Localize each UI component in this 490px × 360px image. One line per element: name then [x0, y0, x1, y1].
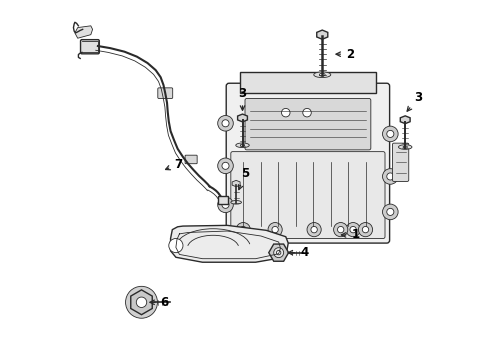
Polygon shape [232, 180, 240, 187]
Circle shape [338, 226, 344, 233]
Circle shape [383, 168, 398, 184]
Circle shape [222, 162, 229, 169]
Circle shape [218, 116, 233, 131]
Circle shape [222, 201, 229, 208]
Ellipse shape [236, 143, 249, 148]
FancyBboxPatch shape [158, 88, 172, 99]
Text: 3: 3 [407, 91, 422, 111]
FancyBboxPatch shape [80, 40, 99, 54]
FancyBboxPatch shape [219, 196, 228, 204]
Circle shape [383, 126, 398, 142]
Circle shape [334, 222, 348, 237]
FancyBboxPatch shape [185, 155, 197, 164]
Polygon shape [238, 114, 247, 122]
Circle shape [169, 238, 183, 253]
Polygon shape [269, 244, 289, 261]
Circle shape [268, 222, 282, 237]
Ellipse shape [241, 144, 245, 146]
Circle shape [125, 286, 157, 318]
Circle shape [136, 297, 147, 307]
Circle shape [282, 108, 290, 117]
Circle shape [350, 226, 356, 233]
Circle shape [307, 222, 321, 237]
Circle shape [218, 158, 233, 174]
Polygon shape [171, 225, 288, 262]
FancyBboxPatch shape [226, 83, 390, 243]
FancyBboxPatch shape [392, 143, 409, 181]
Circle shape [387, 208, 394, 215]
Text: 1: 1 [342, 229, 360, 242]
Ellipse shape [398, 145, 412, 149]
Ellipse shape [319, 73, 325, 76]
Text: 7: 7 [166, 158, 182, 171]
FancyBboxPatch shape [231, 152, 385, 238]
Polygon shape [317, 30, 328, 39]
Circle shape [303, 108, 311, 117]
FancyBboxPatch shape [245, 99, 371, 150]
Circle shape [387, 130, 394, 138]
Polygon shape [75, 26, 93, 38]
Circle shape [362, 226, 368, 233]
Circle shape [387, 173, 394, 180]
Ellipse shape [231, 201, 242, 204]
Polygon shape [240, 72, 376, 93]
Text: 3: 3 [239, 87, 246, 110]
Circle shape [383, 204, 398, 220]
Circle shape [218, 197, 233, 213]
Circle shape [222, 120, 229, 127]
Ellipse shape [314, 72, 331, 77]
Text: 5: 5 [239, 167, 250, 190]
Text: 4: 4 [288, 246, 308, 259]
Text: 6: 6 [150, 296, 169, 309]
Polygon shape [400, 116, 410, 123]
Circle shape [236, 222, 250, 237]
Circle shape [240, 226, 246, 233]
Circle shape [276, 251, 281, 255]
Circle shape [272, 226, 278, 233]
Ellipse shape [403, 146, 407, 148]
Circle shape [274, 248, 284, 258]
Text: 2: 2 [336, 48, 354, 61]
Circle shape [311, 226, 318, 233]
Circle shape [358, 222, 372, 237]
Polygon shape [131, 290, 152, 315]
Circle shape [346, 222, 360, 237]
